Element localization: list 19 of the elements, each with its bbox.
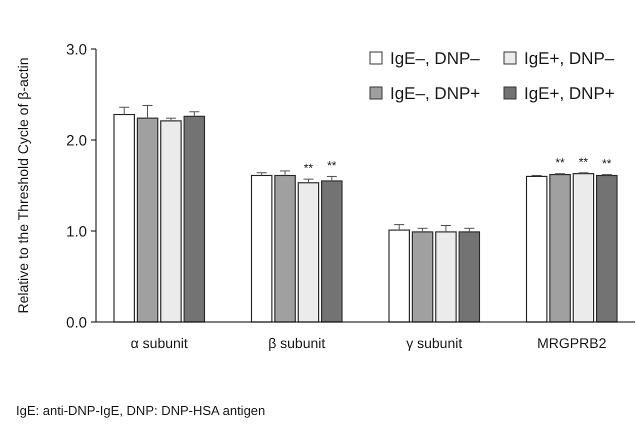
data-label: **	[327, 158, 337, 172]
data-label: **	[304, 161, 314, 176]
x-tick-label: MRGPRB2	[537, 335, 607, 351]
y-axis-title: Relative to the Threshold Cycle of β-actin	[15, 57, 31, 314]
data-label: **	[555, 156, 566, 170]
legend-label: IgE–, DNP–	[390, 48, 480, 68]
y-tick-label: 1.0	[66, 223, 87, 240]
data-label: **	[602, 156, 612, 171]
text: IgE: anti-DNP-IgE, DNP: DNP-HSA antigen	[16, 403, 266, 418]
y-tick-label: 2.0	[66, 132, 87, 150]
legend-label: IgE+, DNP–	[524, 48, 615, 68]
y-tick-label: 3.0	[66, 41, 87, 58]
x-tick-label: γ subunit	[406, 335, 462, 351]
y-tick-label: 0.0	[66, 314, 87, 332]
data-label: **	[578, 154, 588, 169]
x-tick-label: α subunit	[130, 335, 188, 351]
legend-label: IgE+, DNP+	[524, 84, 615, 103]
x-tick-label: β subunit	[268, 335, 326, 351]
legend-label: IgE–, DNP+	[390, 84, 480, 103]
